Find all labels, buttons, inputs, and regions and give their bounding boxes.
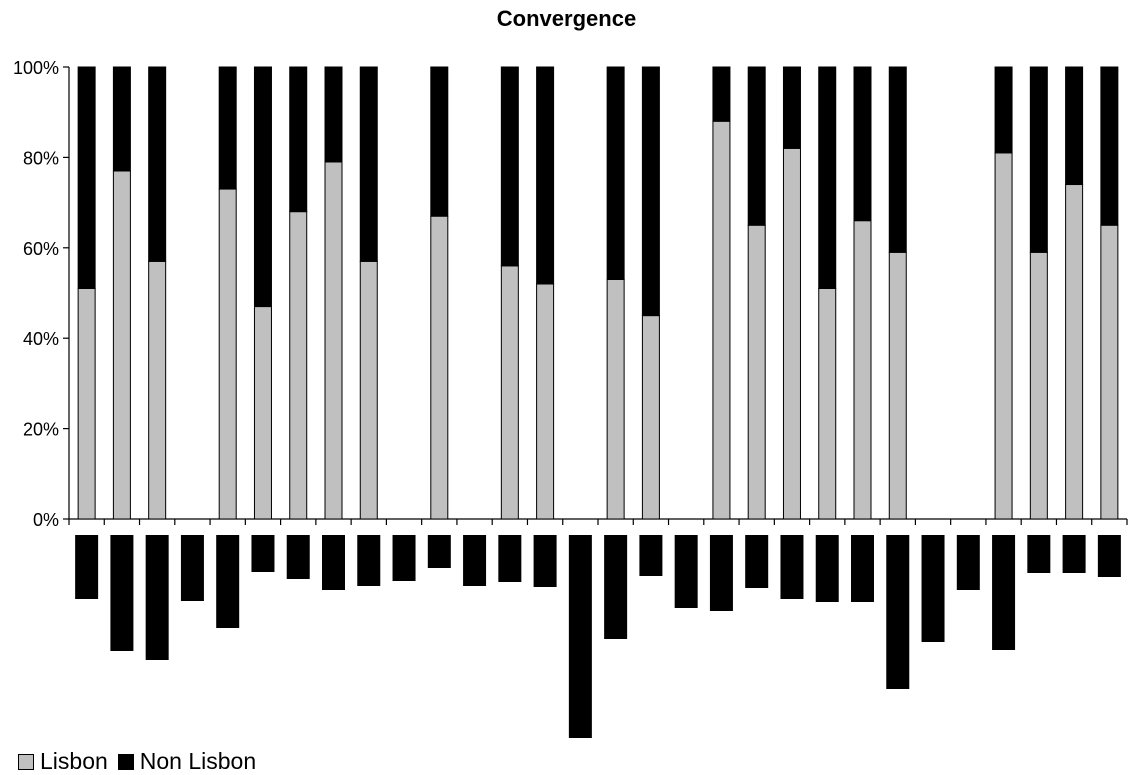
legend: Lisbon Non Lisbon (18, 748, 266, 775)
bar-lisbon-18 (712, 120, 731, 520)
bar-lisbon-29 (1100, 224, 1119, 520)
bar-non-lisbon-13 (536, 66, 555, 285)
lower-bar-4 (216, 535, 240, 628)
lower-bar-18 (709, 535, 733, 611)
bar-non-lisbon-21 (818, 66, 837, 289)
bar-lisbon-7 (324, 161, 343, 520)
y-tick-label-2: 40% (23, 329, 59, 349)
lower-bar-0 (75, 535, 99, 599)
lower-bar-11 (463, 535, 487, 586)
bar-lisbon-26 (994, 152, 1013, 520)
bar-lisbon-5 (253, 306, 272, 520)
bar-non-lisbon-26 (994, 66, 1013, 154)
lower-bar-17 (674, 535, 698, 608)
lower-bar-14 (568, 535, 592, 738)
bar-lisbon-15 (606, 278, 625, 520)
bar-non-lisbon-0 (77, 66, 96, 289)
bar-non-lisbon-22 (853, 66, 872, 222)
bar-non-lisbon-1 (112, 66, 131, 172)
y-tick-label-3: 60% (23, 239, 59, 259)
bar-non-lisbon-4 (218, 66, 237, 190)
lower-bar-25 (956, 535, 980, 590)
bar-non-lisbon-28 (1065, 66, 1084, 186)
lower-bar-24 (921, 535, 945, 642)
lower-bar-13 (533, 535, 557, 587)
legend-swatch-non-lisbon (117, 753, 134, 770)
bar-lisbon-8 (359, 260, 378, 520)
bar-lisbon-6 (289, 211, 308, 520)
bar-non-lisbon-7 (324, 66, 343, 163)
legend-label-lisbon: Lisbon (40, 748, 108, 774)
lower-bar-9 (392, 535, 416, 581)
legend-swatch-lisbon (18, 753, 34, 770)
lower-bar-12 (498, 535, 522, 582)
lower-bar-8 (357, 535, 381, 586)
y-tick-label-0: 0% (33, 510, 59, 530)
lower-bar-21 (815, 535, 839, 602)
lower-bar-6 (286, 535, 310, 579)
bar-non-lisbon-27 (1029, 66, 1048, 253)
lower-bar-26 (992, 535, 1016, 650)
bar-non-lisbon-19 (747, 66, 766, 226)
bar-non-lisbon-2 (148, 66, 167, 262)
y-tick-label-5: 100% (13, 58, 59, 78)
y-tick-label-4: 80% (23, 148, 59, 168)
bar-lisbon-12 (500, 265, 519, 520)
bar-non-lisbon-16 (641, 66, 660, 317)
bar-lisbon-20 (782, 147, 801, 520)
legend-item-non-lisbon: Non Lisbon (117, 748, 257, 775)
bar-lisbon-1 (112, 170, 131, 520)
lower-bar-29 (1097, 535, 1121, 577)
lower-bar-27 (1027, 535, 1051, 573)
lower-bar-19 (745, 535, 769, 588)
legend-label-non-lisbon: Non Lisbon (139, 748, 257, 774)
lower-bar-1 (110, 535, 134, 651)
chart-title: Convergence (496, 6, 637, 31)
lower-bar-10 (427, 535, 451, 568)
bar-non-lisbon-15 (606, 66, 625, 280)
bar-lisbon-22 (853, 220, 872, 520)
bar-non-lisbon-20 (782, 66, 801, 149)
bar-lisbon-4 (218, 188, 237, 520)
lower-bar-5 (251, 535, 275, 572)
legend-item-lisbon: Lisbon (18, 748, 108, 775)
bar-lisbon-27 (1029, 251, 1048, 520)
bar-non-lisbon-8 (359, 66, 378, 262)
bar-lisbon-23 (888, 251, 907, 520)
bar-non-lisbon-5 (253, 66, 272, 308)
lower-bar-7 (322, 535, 345, 590)
bar-lisbon-21 (818, 287, 837, 520)
lower-bar-15 (604, 535, 628, 639)
bar-non-lisbon-23 (888, 66, 907, 253)
bar-non-lisbon-6 (289, 66, 308, 213)
bar-non-lisbon-29 (1100, 66, 1119, 226)
bar-lisbon-2 (148, 260, 167, 520)
bar-lisbon-16 (641, 315, 660, 520)
bar-lisbon-0 (77, 287, 96, 520)
bar-non-lisbon-10 (430, 66, 449, 217)
y-tick-label-1: 20% (23, 420, 59, 440)
bar-lisbon-10 (430, 215, 449, 520)
bar-lisbon-19 (747, 224, 766, 520)
bar-non-lisbon-18 (712, 66, 731, 122)
bar-lisbon-13 (536, 283, 555, 520)
lower-bar-22 (851, 535, 874, 602)
lower-bar-20 (780, 535, 804, 599)
bar-non-lisbon-12 (500, 66, 519, 267)
lower-bar-2 (145, 535, 169, 660)
lower-bar-16 (639, 535, 663, 576)
lower-bar-23 (886, 535, 910, 689)
bar-lisbon-28 (1065, 184, 1084, 520)
lower-bar-3 (180, 535, 204, 601)
lower-bar-28 (1062, 535, 1086, 573)
